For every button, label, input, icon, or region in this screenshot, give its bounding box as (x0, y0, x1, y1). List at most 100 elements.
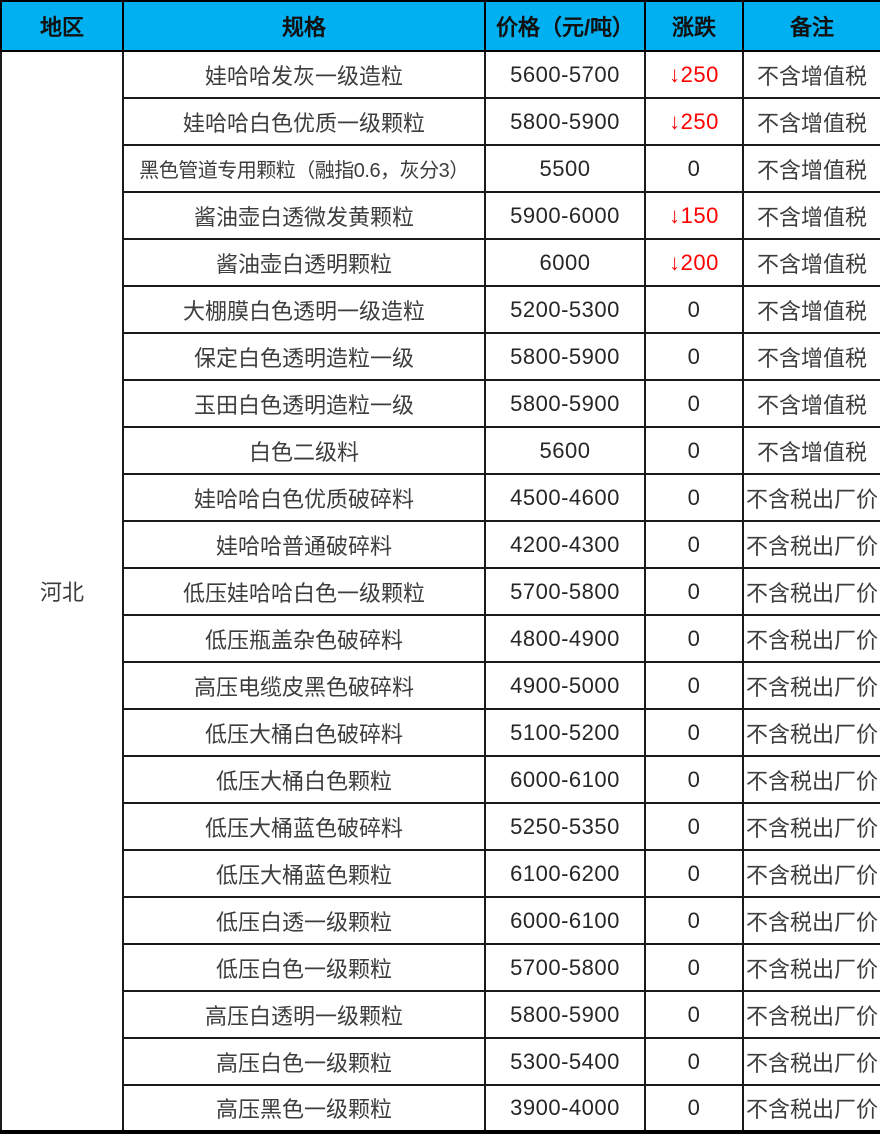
change-cell: 0 (644, 990, 744, 1039)
note-cell: 不含税出厂价 (742, 661, 880, 710)
note-cell: 不含增值税 (742, 191, 880, 240)
price-cell: 6000 (484, 238, 646, 287)
change-cell: 0 (644, 379, 744, 428)
note-cell: 不含税出厂价 (742, 708, 880, 757)
price-cell: 5500 (484, 144, 646, 193)
price-cell: 6000-6100 (484, 896, 646, 945)
change-cell: 0 (644, 802, 744, 851)
change-cell: 0 (644, 473, 744, 522)
spec-cell: 娃哈哈白色优质一级颗粒 (122, 97, 486, 146)
price-cell: 5600-5700 (484, 50, 646, 99)
spec-cell: 娃哈哈发灰一级造粒 (122, 50, 486, 99)
spec-cell: 酱油壶白透微发黄颗粒 (122, 191, 486, 240)
price-cell: 5800-5900 (484, 97, 646, 146)
change-cell: 0 (644, 1037, 744, 1086)
change-cell: 0 (644, 332, 744, 381)
region-cell: 河北 (0, 50, 124, 1133)
spec-cell: 高压黑色一级颗粒 (122, 1084, 486, 1133)
spec-cell: 大棚膜白色透明一级造粒 (122, 285, 486, 334)
table-row: 低压白透一级颗粒 6000-6100 0 不含税出厂价 (1, 896, 880, 945)
table-header: 地区 规格 价格（元/吨） 涨跌 备注 (0, 0, 880, 52)
table-body: 河北 娃哈哈发灰一级造粒 5600-5700 ↓250 不含增值税 娃哈哈白色优质… (0, 50, 880, 1133)
table-row: 低压大桶蓝色颗粒 6100-6200 0 不含税出厂价 (1, 849, 880, 898)
change-cell: 0 (644, 896, 744, 945)
table-row: 娃哈哈普通破碎料 4200-4300 0 不含税出厂价 (1, 520, 880, 569)
spec-cell: 酱油壶白透明颗粒 (122, 238, 486, 287)
header-row: 地区 规格 价格（元/吨） 涨跌 备注 (0, 0, 880, 52)
spec-cell: 低压娃哈哈白色一级颗粒 (122, 567, 486, 616)
note-cell: 不含税出厂价 (742, 943, 880, 992)
change-cell: 0 (644, 661, 744, 710)
table-row: 低压大桶蓝色破碎料 5250-5350 0 不含税出厂价 (1, 802, 880, 851)
price-cell: 5900-6000 (484, 191, 646, 240)
spec-cell: 高压电缆皮黑色破碎料 (122, 661, 486, 710)
change-cell: 0 (644, 708, 744, 757)
note-cell: 不含增值税 (742, 238, 880, 287)
change-cell: 0 (644, 285, 744, 334)
table-row: 酱油壶白透微发黄颗粒 5900-6000 ↓150 不含增值税 (1, 191, 880, 240)
price-cell: 5700-5800 (484, 567, 646, 616)
price-cell: 5100-5200 (484, 708, 646, 757)
spec-cell: 娃哈哈普通破碎料 (122, 520, 486, 569)
change-cell: 0 (644, 849, 744, 898)
table-row: 玉田白色透明造粒一级 5800-5900 0 不含增值税 (1, 379, 880, 428)
note-cell: 不含增值税 (742, 332, 880, 381)
note-cell: 不含税出厂价 (742, 1037, 880, 1086)
price-cell: 5600 (484, 426, 646, 475)
note-cell: 不含税出厂价 (742, 755, 880, 804)
price-cell: 3900-4000 (484, 1084, 646, 1133)
price-cell: 6000-6100 (484, 755, 646, 804)
change-cell: 0 (644, 567, 744, 616)
spec-cell: 低压大桶蓝色破碎料 (122, 802, 486, 851)
change-cell: ↓200 (644, 238, 744, 287)
spec-cell: 保定白色透明造粒一级 (122, 332, 486, 381)
column-header-price: 价格（元/吨） (484, 0, 646, 52)
price-cell: 5250-5350 (484, 802, 646, 851)
column-header-region: 地区 (0, 0, 124, 52)
table-row: 保定白色透明造粒一级 5800-5900 0 不含增值税 (1, 332, 880, 381)
price-cell: 6100-6200 (484, 849, 646, 898)
spec-cell: 娃哈哈白色优质破碎料 (122, 473, 486, 522)
change-cell: 0 (644, 1084, 744, 1133)
change-cell: 0 (644, 614, 744, 663)
table-row: 娃哈哈白色优质破碎料 4500-4600 0 不含税出厂价 (1, 473, 880, 522)
spec-cell: 黑色管道专用颗粒（融指0.6，灰分3） (122, 144, 486, 193)
note-cell: 不含税出厂价 (742, 473, 880, 522)
spec-cell: 高压白色一级颗粒 (122, 1037, 486, 1086)
price-cell: 5200-5300 (484, 285, 646, 334)
change-cell: ↓150 (644, 191, 744, 240)
change-cell: ↓250 (644, 50, 744, 99)
table-row: 河北 娃哈哈发灰一级造粒 5600-5700 ↓250 不含增值税 (0, 50, 880, 1133)
spec-cell: 低压白透一级颗粒 (122, 896, 486, 945)
change-cell: 0 (644, 520, 744, 569)
spec-cell: 低压瓶盖杂色破碎料 (122, 614, 486, 663)
price-cell: 4500-4600 (484, 473, 646, 522)
change-cell: 0 (644, 755, 744, 804)
spec-cell: 高压白透明一级颗粒 (122, 990, 486, 1039)
note-cell: 不含税出厂价 (742, 567, 880, 616)
price-cell: 5800-5900 (484, 379, 646, 428)
price-cell: 4800-4900 (484, 614, 646, 663)
note-cell: 不含税出厂价 (742, 990, 880, 1039)
price-cell: 4900-5000 (484, 661, 646, 710)
price-cell: 5800-5900 (484, 990, 646, 1039)
table-row: 酱油壶白透明颗粒 6000 ↓200 不含增值税 (1, 238, 880, 287)
table-row: 高压电缆皮黑色破碎料 4900-5000 0 不含税出厂价 (1, 661, 880, 710)
table-row: 低压娃哈哈白色一级颗粒 5700-5800 0 不含税出厂价 (1, 567, 880, 616)
table-row: 低压大桶白色颗粒 6000-6100 0 不含税出厂价 (1, 755, 880, 804)
table-row: 黑色管道专用颗粒（融指0.6，灰分3） 5500 0 不含增值税 (1, 144, 880, 193)
table-row: 娃哈哈白色优质一级颗粒 5800-5900 ↓250 不含增值税 (1, 97, 880, 146)
spec-cell: 低压大桶白色颗粒 (122, 755, 486, 804)
column-header-spec: 规格 (122, 0, 486, 52)
change-cell: 0 (644, 144, 744, 193)
column-header-change: 涨跌 (644, 0, 744, 52)
table-row: 大棚膜白色透明一级造粒 5200-5300 0 不含增值税 (1, 285, 880, 334)
note-cell: 不含税出厂价 (742, 1084, 880, 1133)
change-cell: ↓250 (644, 97, 744, 146)
price-cell: 4200-4300 (484, 520, 646, 569)
note-cell: 不含税出厂价 (742, 520, 880, 569)
change-cell: 0 (644, 943, 744, 992)
price-cell: 5300-5400 (484, 1037, 646, 1086)
price-cell: 5800-5900 (484, 332, 646, 381)
